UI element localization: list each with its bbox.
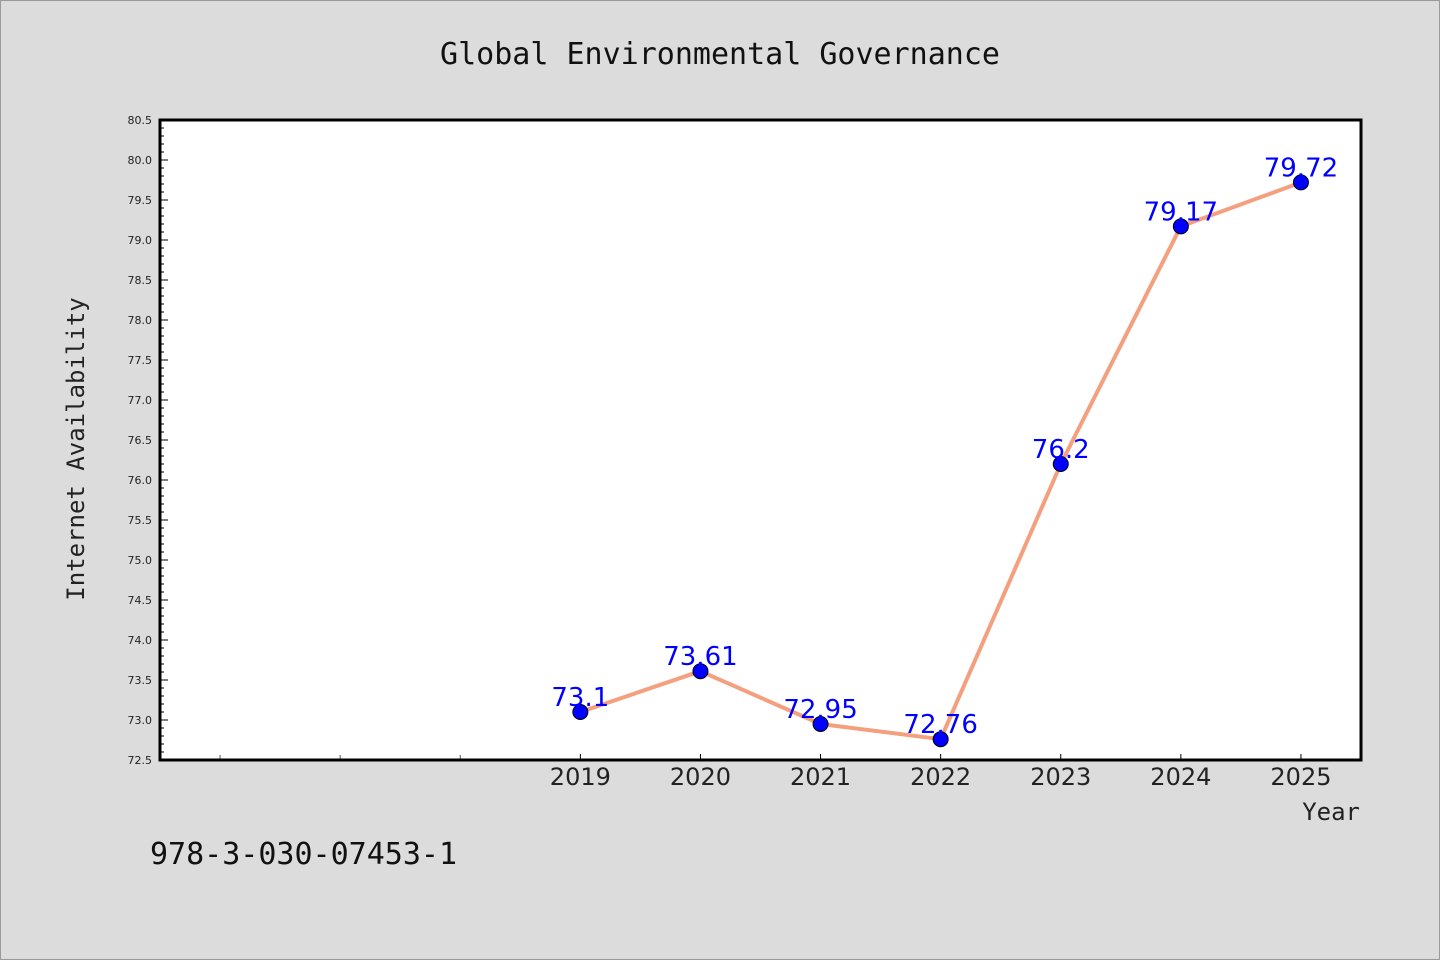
x-tick-label: 2025 [1270,763,1331,791]
isbn-text: 978-3-030-07453-1 [150,837,457,872]
data-point-label: 72.95 [783,695,857,725]
data-point-marker [572,704,589,720]
data-point-marker [1172,218,1189,235]
y-tick-label: 76.0 [128,474,153,487]
data-point-marker [1052,456,1069,472]
y-tick-label: 74.5 [128,594,153,607]
x-axis-ticks: 2019 2020 2021 2022 2023 2024 2025 [550,754,1331,791]
y-tick-label: 73.5 [128,674,153,687]
data-point-marker [1292,174,1309,191]
x-tick-label: 2021 [790,763,851,791]
data-point-label: 76.2 [1032,435,1090,465]
y-tick-label: 76.5 [128,434,153,447]
plot-border [158,118,1363,762]
data-markers [572,174,1309,748]
x-tick-label: 2019 [550,763,611,791]
y-tick-label: 79.0 [128,234,153,247]
data-point-label: 79.72 [1264,153,1338,183]
x-tick-label: 2023 [1030,763,1091,791]
y-tick-label: 79.5 [128,194,153,207]
data-point-label: 72.76 [903,710,977,740]
y-axis-ticks: 72.5 73.0 73.5 74.0 74.5 75.0 75.5 76.0 76.5 77.0… [128,114,168,767]
data-point-label: 79.17 [1144,197,1218,227]
plot-area [160,120,1361,760]
data-point-label: 73.1 [551,683,609,713]
x-tick-label: 2020 [670,763,731,791]
y-tick-label: 73.0 [128,714,153,727]
x-tick-label: 2024 [1150,763,1211,791]
data-point-marker [932,731,949,748]
y-tick-label: 74.0 [128,634,153,647]
y-tick-label: 78.0 [128,314,153,327]
data-point-label: 73.61 [663,642,737,672]
y-tick-label: 77.0 [128,394,153,407]
data-labels: 73.1 73.61 72.95 72.76 76.2 79.17 79.72 [551,153,1338,740]
y-tick-label: 75.5 [128,514,153,527]
y-tick-label: 80.0 [128,154,153,167]
y-tick-label: 77.5 [128,354,153,367]
x-axis-label: Year [1302,798,1360,826]
y-tick-label: 78.5 [128,274,153,287]
data-point-marker [692,663,709,680]
y-tick-label: 75.0 [128,554,153,567]
chart-title: Global Environmental Governance [440,37,1000,72]
y-tick-label: 80.5 [128,114,153,127]
data-point-marker [812,716,829,732]
y-tick-label: 72.5 [128,754,153,767]
y-axis-label: Internet Availability [62,297,90,600]
x-tick-label: 2022 [910,763,971,791]
